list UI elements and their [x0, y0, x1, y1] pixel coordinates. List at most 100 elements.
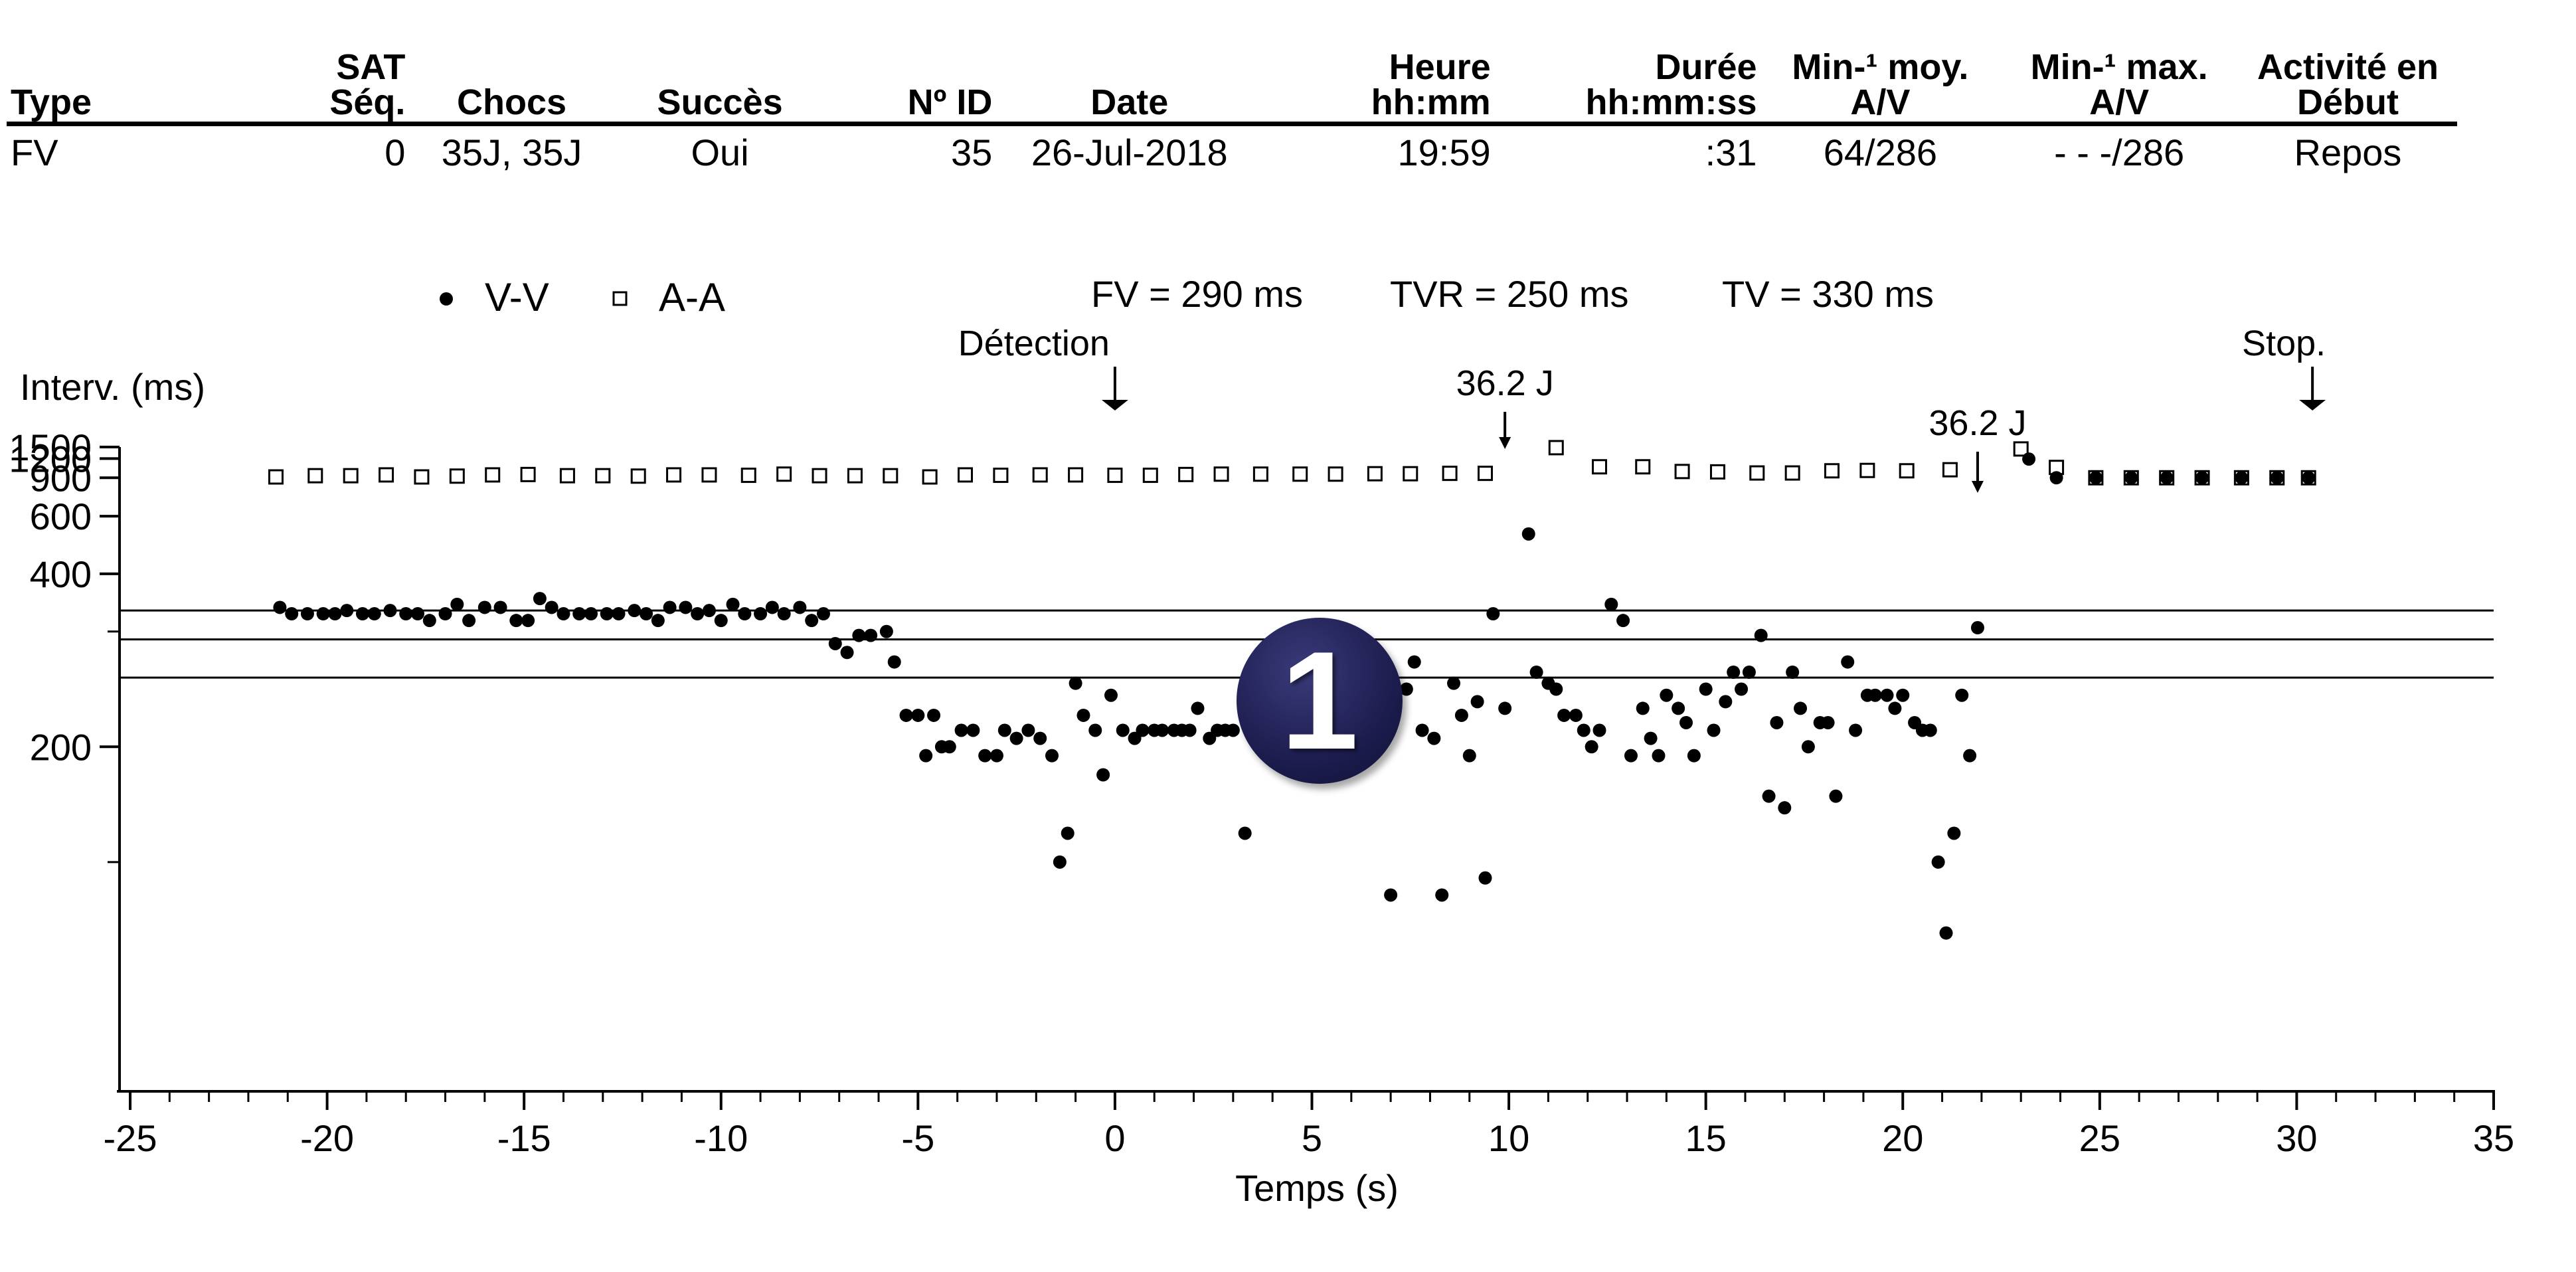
vv-point [600, 607, 614, 621]
y-tick-label: 1500 [9, 426, 92, 468]
vv-point [1679, 715, 1693, 729]
vv-point [927, 708, 941, 722]
vv-point [1470, 695, 1484, 709]
vv-point [954, 723, 968, 737]
vv-point [1076, 708, 1090, 722]
vv-point [1778, 801, 1792, 815]
aa-point [1635, 459, 1651, 475]
x-axis-label: Temps (s) [1235, 1167, 1399, 1209]
x-tick-label: -5 [901, 1117, 934, 1159]
vv-point [651, 614, 665, 628]
vv-point [1399, 682, 1413, 696]
vv-point [1226, 723, 1240, 737]
vv-point [1498, 701, 1512, 715]
vv-point [316, 607, 330, 621]
vv-point [383, 604, 397, 618]
vv-point [805, 614, 819, 628]
vv-point [679, 600, 693, 614]
vv-point [1415, 723, 1429, 737]
cell-date: 26-Jul-2018 [1031, 132, 1228, 173]
cell-rate-mean: 64/286 [1823, 132, 1938, 173]
x-tick-label: -25 [104, 1117, 157, 1159]
episode-table: Type SAT Séq. Chocs Succès Nº ID Date Heu… [7, 49, 2457, 173]
aa-point [630, 468, 646, 484]
vv-point [1136, 723, 1150, 737]
x-tick-label: 35 [2473, 1117, 2514, 1159]
aa-point [1178, 466, 1194, 482]
vv-point [1636, 701, 1650, 715]
vv-point [816, 607, 830, 621]
y-tick-label: 1200 [9, 438, 92, 480]
col-header-activity: Activité en Début [2238, 49, 2457, 126]
vv-point [411, 607, 425, 621]
vv-point [2235, 471, 2249, 485]
vv-point [1104, 688, 1118, 702]
cell-heure: 19:59 [1397, 132, 1491, 173]
aa-point [1709, 464, 1725, 480]
arrow-head-icon [2299, 400, 2326, 410]
aa-point [1548, 440, 1564, 456]
legend-vv-label: V-V [485, 275, 549, 319]
aa-point [883, 468, 899, 484]
vv-point [1462, 749, 1476, 763]
vv-point [521, 614, 535, 628]
vv-point [1569, 708, 1583, 722]
arrow-head-icon [1101, 400, 1128, 410]
aa-point [1142, 468, 1158, 484]
aa-point [1749, 465, 1765, 481]
aa-point [268, 469, 284, 485]
aa-point [1328, 466, 1343, 482]
table-header-row: Type SAT Séq. Chocs Succès Nº ID Date Heu… [7, 49, 2457, 126]
vv-point [1238, 826, 1252, 840]
col-header-id: Nº ID [825, 50, 997, 126]
vv-point [1939, 926, 1953, 940]
aa-point [666, 467, 682, 483]
legend: V-V A-A FV = 290 ms TVR = 250 ms TV = 33… [440, 273, 1934, 319]
vv-point [1762, 789, 1776, 803]
vv-point [1604, 597, 1618, 611]
legend-vv-marker-icon [440, 292, 453, 306]
vv-point [1880, 688, 1894, 702]
cell-duree: :31 [1705, 132, 1757, 173]
vv-point [2124, 471, 2138, 485]
vv-point [399, 607, 413, 621]
arrow-head-icon [1499, 437, 1511, 449]
vv-point [919, 749, 933, 763]
vv-point [2302, 471, 2316, 485]
vv-point [1644, 731, 1658, 745]
y-axis-label: Interv. (ms) [20, 366, 205, 408]
zone-tv-label: TV = 330 ms [1722, 273, 1934, 315]
vv-point [1557, 708, 1571, 722]
legend-aa-marker-icon [612, 291, 628, 306]
aa-point [1784, 465, 1800, 481]
vv-point [663, 600, 677, 614]
vv-point [557, 607, 570, 621]
col-header-date: Date [996, 50, 1263, 126]
vv-point [2270, 471, 2284, 485]
vv-point [545, 600, 558, 614]
aa-point [1403, 466, 1418, 482]
aa-point [1477, 466, 1493, 482]
vv-point [273, 600, 287, 614]
annotation-label: 36.2 J [1929, 403, 2026, 443]
vv-point [1069, 676, 1082, 690]
aa-point [1252, 466, 1268, 482]
vv-point [1841, 655, 1855, 669]
vv-point [754, 607, 768, 621]
vv-point [1923, 723, 1937, 737]
col-header-chocs: Chocs [409, 50, 614, 126]
col-header-succes: Succès [614, 50, 826, 126]
vv-point [966, 723, 980, 737]
vv-point [450, 597, 464, 611]
vv-point [300, 607, 314, 621]
vv-point [1652, 749, 1666, 763]
vv-point [1896, 688, 1910, 702]
vv-point [989, 749, 1003, 763]
vv-point [1427, 731, 1441, 745]
vv-point [2022, 452, 2036, 466]
x-tick-label: 25 [2079, 1117, 2120, 1159]
vv-point [2160, 471, 2174, 485]
aa-point [1032, 467, 1048, 483]
aa-point [343, 468, 359, 484]
